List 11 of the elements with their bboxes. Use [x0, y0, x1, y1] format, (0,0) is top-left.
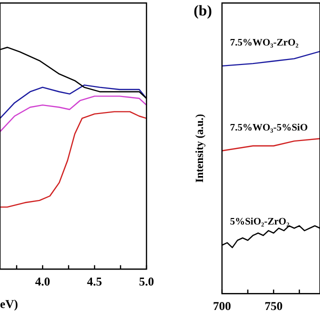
chart-title: (b)	[194, 3, 212, 20]
series-label: 7.5%WO₃-5%SiO	[230, 122, 308, 134]
series-label: 5%SiO₂-ZrO₂	[230, 216, 290, 228]
x-tick-label: 750	[264, 298, 283, 313]
x-tick-label: 5.0	[139, 274, 154, 288]
x-tick-label: 700	[213, 298, 231, 313]
y-axis-title: Intensity (a.u.)	[194, 114, 206, 183]
series-label: 7.5%WO₃-ZrO₂	[230, 38, 298, 49]
x-tick-label: 4.0	[35, 274, 50, 288]
x-tick-label: 4.5	[87, 274, 102, 288]
x-axis-title: eV)	[0, 296, 18, 311]
